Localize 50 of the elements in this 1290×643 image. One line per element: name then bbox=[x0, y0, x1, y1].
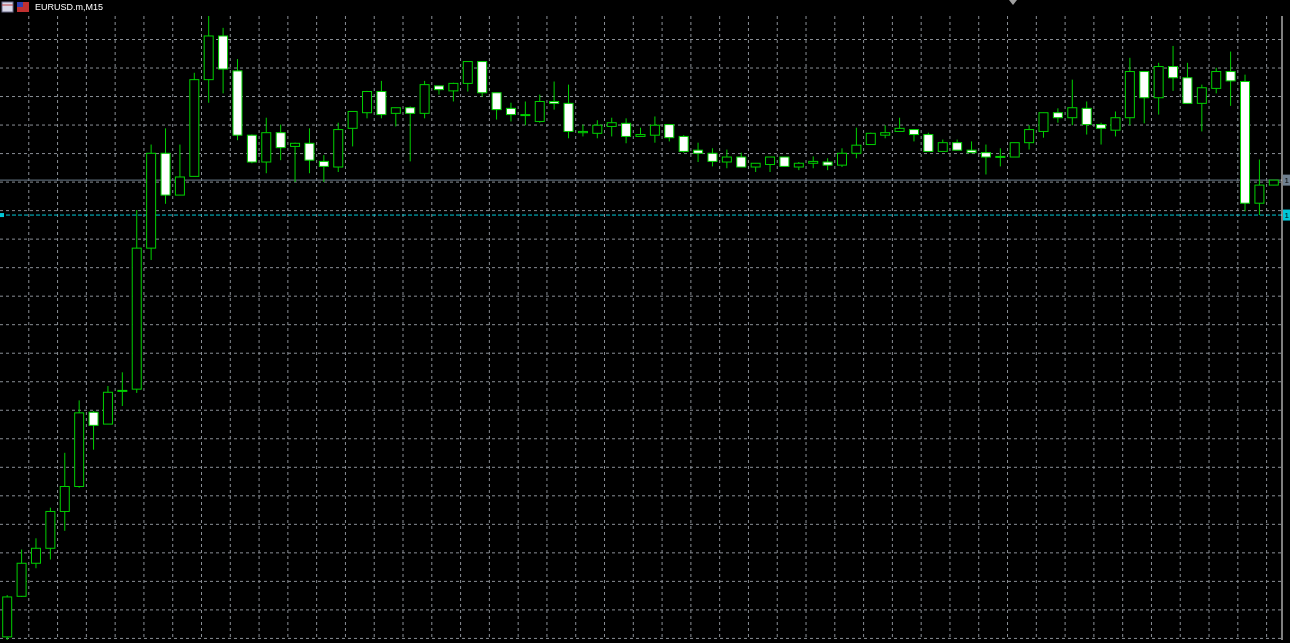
candlestick bbox=[30, 537, 41, 569]
candlestick bbox=[606, 117, 617, 137]
candlestick bbox=[577, 124, 588, 137]
candlestick bbox=[390, 107, 401, 127]
candlestick bbox=[649, 115, 660, 144]
candlestick bbox=[1081, 100, 1092, 136]
candlestick bbox=[980, 144, 991, 175]
candlestick bbox=[1196, 84, 1207, 132]
candlestick bbox=[117, 371, 128, 407]
candlestick bbox=[851, 127, 862, 159]
candlestick bbox=[88, 410, 99, 451]
candlestick bbox=[534, 94, 545, 124]
candlestick bbox=[592, 119, 603, 139]
candlestick bbox=[1211, 67, 1222, 94]
candlestick bbox=[520, 100, 531, 126]
candlestick bbox=[505, 102, 516, 122]
candlestick bbox=[1225, 51, 1236, 107]
candlestick bbox=[995, 147, 1006, 167]
candlestick bbox=[491, 92, 502, 121]
candlestick bbox=[837, 147, 848, 168]
candlestick bbox=[1052, 107, 1063, 124]
candlestick bbox=[923, 132, 934, 152]
candlestick bbox=[174, 144, 185, 196]
candlestick bbox=[549, 81, 560, 111]
candlestick bbox=[347, 110, 358, 147]
candlestick bbox=[376, 80, 387, 119]
candlestick bbox=[621, 117, 632, 144]
candlestick bbox=[362, 90, 373, 119]
ref-line-label: 1 bbox=[1284, 175, 1290, 185]
candlestick bbox=[405, 105, 416, 162]
candlestick bbox=[1067, 79, 1078, 126]
candlestick bbox=[908, 129, 919, 142]
candlestick bbox=[1254, 159, 1265, 216]
candlestick bbox=[765, 156, 776, 173]
candlestick bbox=[721, 149, 732, 169]
candlestick bbox=[1096, 122, 1107, 146]
candlestick bbox=[1110, 110, 1121, 137]
candlestick bbox=[462, 61, 473, 92]
candlestick bbox=[693, 142, 704, 163]
candlestick bbox=[707, 147, 718, 167]
candlestick bbox=[275, 124, 286, 161]
candlestick bbox=[1168, 45, 1179, 92]
candlestick bbox=[318, 154, 329, 183]
ref-line-label: 1 bbox=[1284, 210, 1290, 220]
chart-title: EURUSD.m,M15 bbox=[35, 2, 104, 13]
candlestick bbox=[304, 127, 315, 174]
candlestick bbox=[1038, 112, 1049, 139]
candlestick bbox=[1024, 124, 1035, 151]
candlestick bbox=[433, 85, 444, 96]
candlestick bbox=[290, 142, 301, 183]
